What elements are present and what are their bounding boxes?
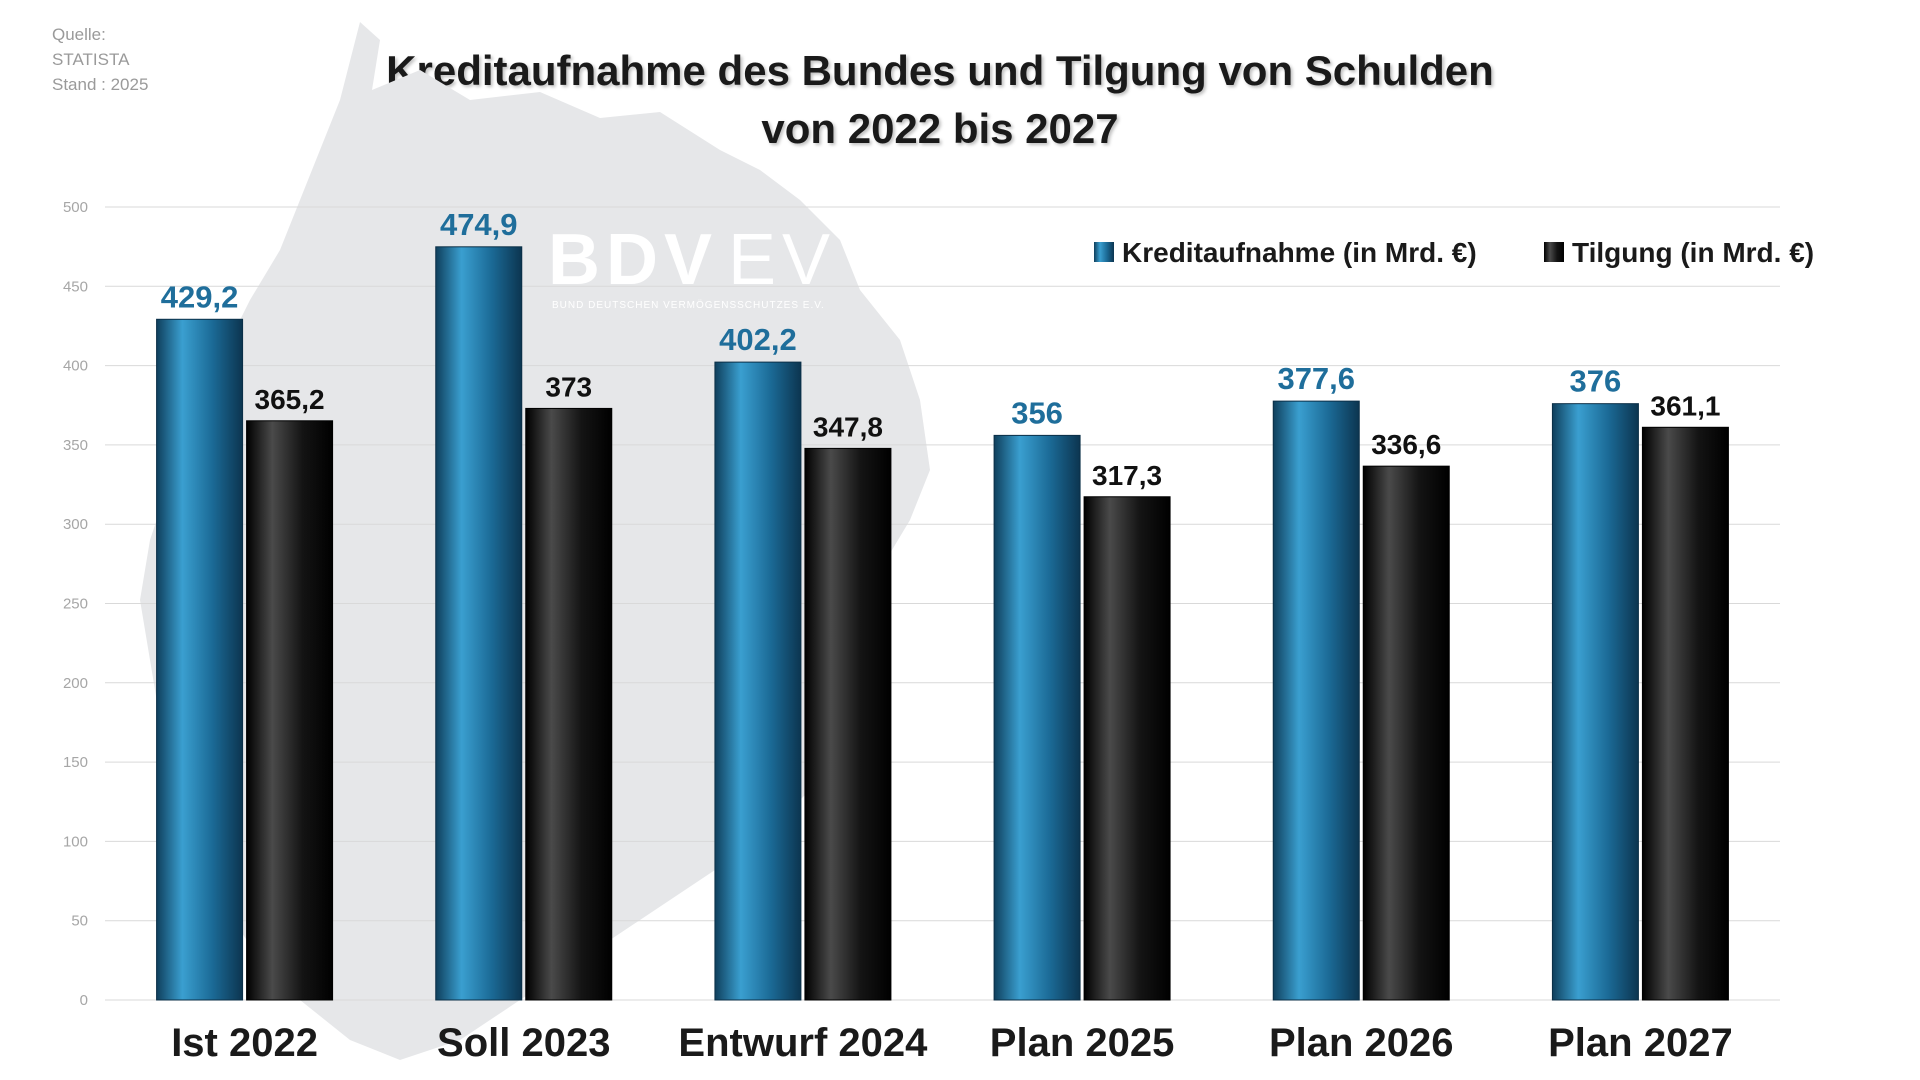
data-label-tilgung: 336,6	[1371, 429, 1441, 460]
source-name: STATISTA	[52, 50, 130, 69]
x-tick-label: Plan 2026	[1269, 1021, 1454, 1065]
y-tick-label: 200	[63, 675, 88, 692]
legend-item-kreditaufnahme: Kreditaufnahme (in Mrd. €)	[1094, 237, 1477, 268]
bar-tilgung	[246, 420, 334, 1001]
data-label-kreditaufnahme: 402,2	[719, 322, 797, 357]
bar-kreditaufnahme	[1272, 400, 1360, 1001]
data-label-tilgung: 361,1	[1650, 390, 1720, 421]
x-tick-label: Soll 2023	[437, 1021, 610, 1065]
x-tick-label: Ist 2022	[171, 1021, 318, 1065]
data-label-kreditaufnahme: 429,2	[161, 279, 239, 314]
bar-tilgung	[1362, 465, 1450, 1001]
legend: Kreditaufnahme (in Mrd. €) Tilgung (in M…	[1094, 237, 1814, 268]
data-label-kreditaufnahme: 376	[1570, 364, 1622, 399]
legend-label-kreditaufnahme: Kreditaufnahme (in Mrd. €)	[1122, 237, 1477, 268]
y-axis: 0 50 100 150 200 250 300 350 400 450 500	[63, 199, 88, 1009]
y-tick-label: 500	[63, 199, 88, 216]
bars	[156, 246, 1729, 1001]
data-label-tilgung: 373	[545, 371, 592, 402]
data-label-tilgung: 365,2	[255, 384, 325, 415]
bar-tilgung	[525, 407, 613, 1001]
data-label-tilgung: 347,8	[813, 411, 883, 442]
y-tick-label: 0	[80, 992, 88, 1009]
source-date: Stand : 2025	[52, 75, 149, 94]
y-tick-label: 250	[63, 596, 88, 613]
data-labels: 429,2 365,2 474,9 373 402,2 347,8 356 317,3 377,…	[161, 207, 1721, 491]
source-note: Quelle: STATISTA Stand : 2025	[52, 22, 148, 97]
bar-tilgung	[1641, 426, 1729, 1001]
legend-item-tilgung: Tilgung (in Mrd. €)	[1544, 237, 1814, 268]
bar-kreditaufnahme	[156, 318, 244, 1001]
legend-swatch-kreditaufnahme	[1094, 242, 1114, 262]
legend-label-tilgung: Tilgung (in Mrd. €)	[1572, 237, 1814, 268]
bdv-watermark: BDV EV BUND DEUTSCHEN VERMÖGENSSCHUTZES …	[548, 220, 836, 311]
bar-kreditaufnahme	[714, 361, 802, 1001]
y-tick-label: 450	[63, 278, 88, 295]
bar-kreditaufnahme	[993, 434, 1081, 1001]
data-label-tilgung: 317,3	[1092, 460, 1162, 491]
bar-kreditaufnahme	[1551, 403, 1639, 1001]
y-tick-label: 400	[63, 358, 88, 375]
watermark-brand: BDV	[548, 220, 718, 300]
y-tick-label: 300	[63, 516, 88, 533]
legend-swatch-tilgung	[1544, 242, 1564, 262]
data-label-kreditaufnahme: 377,6	[1277, 361, 1355, 396]
x-tick-label: Plan 2027	[1548, 1021, 1733, 1065]
bar-tilgung	[1083, 496, 1171, 1001]
x-axis: Ist 2022 Soll 2023 Entwurf 2024 Plan 2025 Pl…	[171, 1021, 1733, 1065]
bar-kreditaufnahme	[435, 246, 523, 1001]
data-label-kreditaufnahme: 474,9	[440, 207, 518, 242]
x-tick-label: Plan 2025	[990, 1021, 1175, 1065]
x-tick-label: Entwurf 2024	[678, 1021, 928, 1065]
y-tick-label: 350	[63, 437, 88, 454]
source-label: Quelle:	[52, 25, 106, 44]
y-tick-label: 100	[63, 833, 88, 850]
bar-tilgung	[804, 447, 892, 1001]
chart-title: Kreditaufnahme des Bundes und Tilgung vo…	[386, 47, 1494, 152]
watermark-brand-ev: EV	[728, 220, 836, 300]
y-tick-label: 50	[71, 913, 88, 930]
watermark-tagline: BUND DEUTSCHEN VERMÖGENSSCHUTZES E.V.	[552, 299, 825, 311]
data-label-kreditaufnahme: 356	[1011, 395, 1063, 430]
grid-lines	[105, 206, 1780, 1001]
y-tick-label: 150	[63, 754, 88, 771]
